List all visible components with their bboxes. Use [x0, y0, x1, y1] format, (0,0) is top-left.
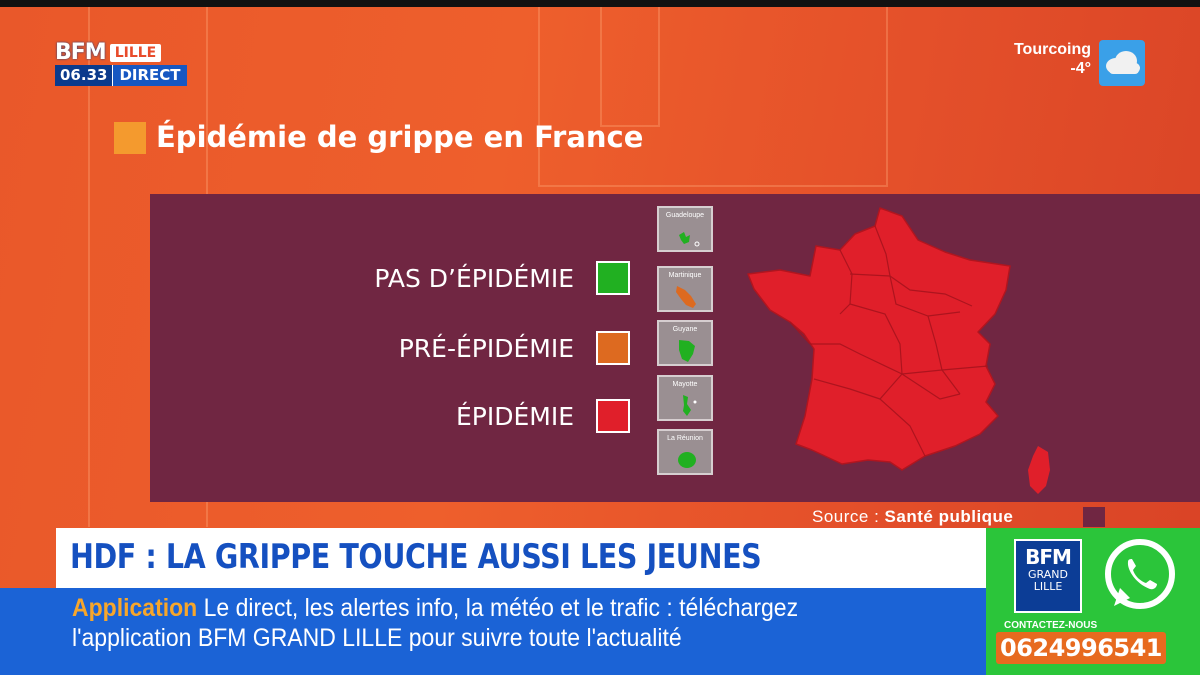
weather-temperature: -4° — [1070, 60, 1091, 77]
ticker-line-2: l'application BFM GRAND LILLE pour suivr… — [72, 624, 682, 653]
legend-swatch — [596, 261, 630, 295]
region-guyane — [679, 340, 695, 362]
legend-label: PRÉ-ÉPIDÉMIE — [398, 333, 574, 363]
cloud-icon — [1099, 40, 1145, 86]
headline-banner: HDF : LA GRIPPE TOUCHE AUSSI LES JEUNES — [56, 528, 986, 588]
inset-label: Martinique — [668, 272, 702, 279]
france-map — [747, 207, 1050, 494]
page-title: Épidémie de grippe en France — [156, 120, 644, 154]
region-mainland-france — [747, 207, 1011, 471]
inset-guadeloupe: Guadeloupe — [657, 206, 713, 252]
clock-time: 06.33 — [55, 65, 113, 86]
inset-martinique: Martinique — [657, 266, 713, 312]
ticker-line-1: Application Le direct, les alertes info,… — [72, 594, 798, 623]
ticker-keyword: Application — [72, 594, 198, 622]
title-bullet — [114, 122, 146, 154]
contact-promo: BFM GRAND LILLE CONTACTEZ-NOUS 062499654… — [986, 528, 1200, 675]
inset-label: Guadeloupe — [665, 212, 705, 219]
inset-label: Guyane — [672, 326, 698, 333]
channel-logo-main: BFM — [55, 40, 107, 65]
legend-swatch — [596, 331, 630, 365]
live-badge: DIRECT — [112, 65, 187, 86]
inset-guyane: Guyane — [657, 320, 713, 366]
weather-city: Tourcoing — [1013, 41, 1091, 58]
live-clock: 06.33 DIRECT — [55, 65, 187, 86]
source-name: Santé publique — [884, 507, 1014, 526]
map-panel: PAS D’ÉPIDÉMIE PRÉ-ÉPIDÉMIE ÉPIDÉMIE Gua… — [150, 194, 1200, 502]
region-mayotte — [683, 395, 691, 416]
headline-text: HDF : LA GRIPPE TOUCHE AUSSI LES JEUNES — [70, 537, 762, 577]
inset-label: Mayotte — [672, 381, 698, 388]
legend-swatch — [596, 399, 630, 433]
weather-widget: Tourcoing -4° — [1014, 40, 1145, 86]
region-guadeloupe — [679, 232, 690, 244]
source-prefix: Source : — [812, 507, 880, 526]
news-ticker: Application Le direct, les alertes info,… — [0, 588, 986, 675]
ticker-text-2: l'application BFM GRAND LILLE pour suivr… — [72, 624, 682, 652]
phone-number: 0624996541 — [996, 632, 1166, 664]
region-martinique — [676, 286, 696, 308]
legend-label: PAS D’ÉPIDÉMIE — [374, 263, 574, 293]
legend-item-epidemic: ÉPIDÉMIE — [456, 399, 630, 433]
promo-logo-sub2: LILLE — [1033, 580, 1063, 593]
ticker-text-1: Le direct, les alertes info, la météo et… — [203, 594, 799, 622]
background-decoration — [538, 7, 888, 187]
channel-logo: BFM LILLE — [55, 40, 162, 65]
source-marker — [1083, 507, 1105, 527]
legend-item-no-epidemic: PAS D’ÉPIDÉMIE — [374, 261, 630, 295]
contact-label: CONTACTEZ-NOUS — [1004, 620, 1098, 631]
region-corsica — [1028, 446, 1050, 494]
grand-lille-logo: BFM GRAND LILLE — [1014, 539, 1082, 613]
inset-mayotte: Mayotte — [657, 375, 713, 421]
inset-la-reunion: La Réunion — [657, 429, 713, 475]
channel-logo-region: LILLE — [109, 43, 162, 62]
source-credit: Source : Santé publique — [812, 507, 1013, 527]
legend-item-pre-epidemic: PRÉ-ÉPIDÉMIE — [399, 331, 630, 365]
top-black-bar — [0, 0, 1200, 7]
legend-label: ÉPIDÉMIE — [455, 401, 574, 431]
whatsapp-icon — [1105, 539, 1175, 609]
promo-logo-sub1: GRAND — [1028, 568, 1068, 581]
background-decoration — [600, 7, 660, 127]
promo-logo-main: BFM — [1025, 545, 1072, 569]
region-la-reunion — [678, 452, 696, 468]
inset-label: La Réunion — [667, 435, 703, 442]
